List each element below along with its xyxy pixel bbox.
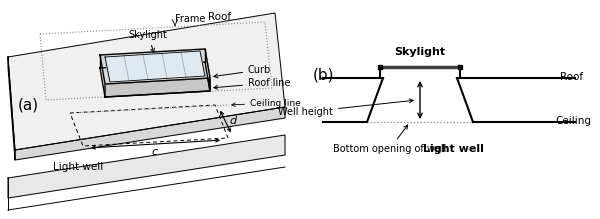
Text: Ceiling line: Ceiling line	[232, 99, 301, 108]
Text: Light well: Light well	[53, 162, 103, 172]
Polygon shape	[105, 51, 205, 82]
Text: Curb: Curb	[214, 65, 271, 78]
Text: Roof: Roof	[560, 72, 583, 82]
Text: Frame: Frame	[175, 14, 205, 24]
Polygon shape	[205, 49, 210, 91]
Text: Well height: Well height	[278, 99, 413, 117]
Text: (a): (a)	[17, 97, 38, 113]
Polygon shape	[8, 13, 285, 150]
Polygon shape	[8, 135, 285, 198]
Polygon shape	[105, 78, 210, 97]
Bar	[458, 65, 462, 69]
Polygon shape	[100, 49, 210, 84]
Text: d: d	[229, 116, 236, 126]
Text: Roof line: Roof line	[214, 78, 290, 89]
Text: Ceiling: Ceiling	[555, 116, 591, 126]
Text: Roof: Roof	[208, 12, 232, 22]
Text: Skylight: Skylight	[394, 47, 446, 57]
Text: Bottom opening of well: Bottom opening of well	[333, 125, 446, 154]
Text: c: c	[152, 147, 158, 157]
Text: Skylight: Skylight	[128, 30, 167, 52]
Text: Light well: Light well	[422, 144, 484, 154]
Text: (b): (b)	[312, 67, 334, 83]
Polygon shape	[8, 57, 15, 160]
Bar	[378, 65, 382, 69]
Polygon shape	[15, 107, 285, 160]
